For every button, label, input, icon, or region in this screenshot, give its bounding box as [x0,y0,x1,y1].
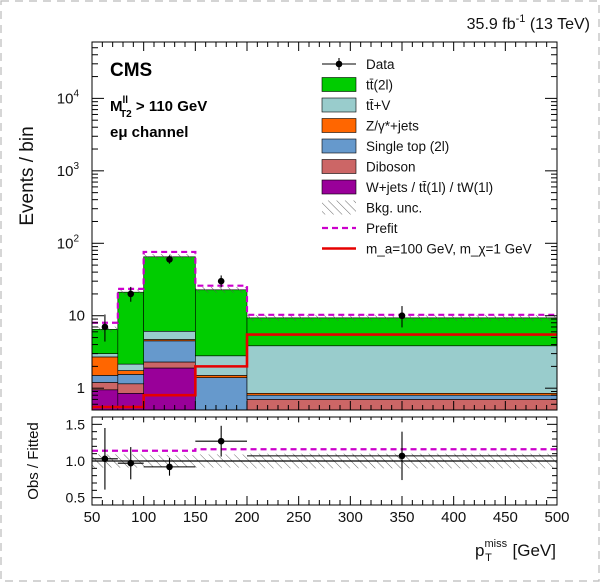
x-tick-label: 300 [338,509,363,526]
y-tick-label-top: 10 [68,308,85,325]
bar-series1-bin2 [143,361,196,369]
bar-series2-bin3 [195,377,248,410]
legend-label: Diboson [366,160,416,175]
bar-series0-bin2 [143,367,196,410]
legend-item-9: m_a=100 GeV, m_χ=1 GeV [322,242,532,257]
legend-item-7: Bkg. unc. [322,200,422,216]
cut-label: Mll T2 > 110 GeV [110,95,207,120]
y-tick-label-top: 102 [57,233,80,252]
tick-labels: 50 100 150 200 250 300 350 400 450 500 1 10 102 103 10… [57,88,570,526]
bar-series5-bin2 [143,256,196,332]
x-tick-label: 200 [234,509,259,526]
bar-series2-bin2 [143,340,196,363]
bar-series3-bin1 [117,370,144,375]
legend-item-1: tt̄(2l) [321,77,393,93]
legend-item-0: Data [322,57,395,72]
legend-label: m_a=100 GeV, m_χ=1 GeV [366,242,532,257]
bar-series0-bin1 [117,393,144,410]
y-tick-label-bottom: 0.5 [66,490,86,506]
bar-series3-bin3 [195,375,248,378]
legend-swatch [321,77,357,92]
bar-series2-bin4 [246,394,557,400]
cms-label: CMS [110,60,152,81]
lumi-label: 35.9 fb-1 (13 TeV) [467,13,590,33]
y-tick-label-top: 104 [57,88,80,107]
legend-data-marker [335,60,343,68]
data-point-1 [127,290,135,298]
ratio-point-4 [398,452,406,460]
ratio-point-3 [217,437,225,445]
x-tick-label: 150 [183,509,208,526]
bar-series1-bin0 [92,382,119,391]
y-tick-label-top: 103 [57,161,80,180]
legend-label: Bkg. unc. [366,201,422,216]
prefit-line [92,250,557,324]
x-tick-label: 450 [493,509,518,526]
legend-swatch [321,179,357,195]
legend-label: tt̄(2l) [366,78,393,93]
legend-label: tt̄+V [366,98,390,113]
bar-series4-bin1 [117,363,144,371]
y-tick-label-top: 1 [77,380,85,397]
bar-series4-bin4 [246,345,557,394]
bar-series0-bin0 [92,389,119,410]
legend-label: Single top (2l) [366,139,449,154]
y-tick-label-bottom: 1.5 [66,416,86,432]
legend-item-8: Prefit [322,221,398,236]
top-panel-frame [91,41,558,411]
bar-series5-bin1 [117,291,144,365]
data-point-3 [217,277,225,285]
x-tick-label: 100 [131,509,156,526]
bar-series4-bin2 [143,330,196,340]
data-points [101,255,406,342]
ratio-point-1 [127,459,135,467]
legend-swatch [321,118,357,133]
legend-swatch [321,159,357,174]
legend-item-3: Z/γ*+jets [321,118,419,134]
legend-item-2: tt̄+V [321,97,390,113]
x-tick-label: 500 [544,509,569,526]
legend-label: Data [366,57,395,72]
legend-label: W+jets / tt̄(1l) / tW(1l) [366,180,493,195]
ratio-points [92,425,557,490]
x-tick-label: 400 [441,509,466,526]
legend-label: Z/γ*+jets [366,119,419,134]
x-tick-label: 250 [286,509,311,526]
x-axis-title: pmiss T [GeV] [475,538,556,564]
x-tick-label: 350 [389,509,414,526]
y-axis-title-top: Events / bin [17,126,38,225]
legend-hatch-swatch [322,200,356,215]
x-tick-label: 50 [84,509,101,526]
legend: Data tt̄(2l) tt̄+V Z/γ*+jets Single top (2l)… [321,57,532,257]
y-axis-title-bottom: Obs / Fitted [25,422,42,500]
data-point-0 [101,323,109,331]
bar-series1-bin1 [117,383,144,394]
axis-ticks [91,41,558,506]
legend-label: Prefit [366,221,398,236]
legend-swatch [321,138,357,154]
ratio-point-0 [101,455,109,463]
legend-item-5: Diboson [321,159,416,175]
legend-swatch [321,97,357,113]
bar-series2-bin1 [117,374,144,385]
overlay-lines [92,250,557,410]
data-point-4 [398,312,406,320]
y-tick-label-bottom: 1.0 [66,453,86,469]
bar-series5-bin3 [195,289,248,357]
legend-item-6: W+jets / tt̄(1l) / tW(1l) [321,179,493,195]
bar-series2-bin0 [92,375,119,383]
legend-item-4: Single top (2l) [321,138,449,154]
channel-label: eμ channel [110,124,188,141]
signal-line [92,333,557,410]
stacked-bars [92,256,557,410]
data-point-2 [166,256,173,263]
ratio-point-2 [166,463,173,471]
ratio-prefit-line [92,448,557,452]
unc-band-bin3 [195,287,247,293]
